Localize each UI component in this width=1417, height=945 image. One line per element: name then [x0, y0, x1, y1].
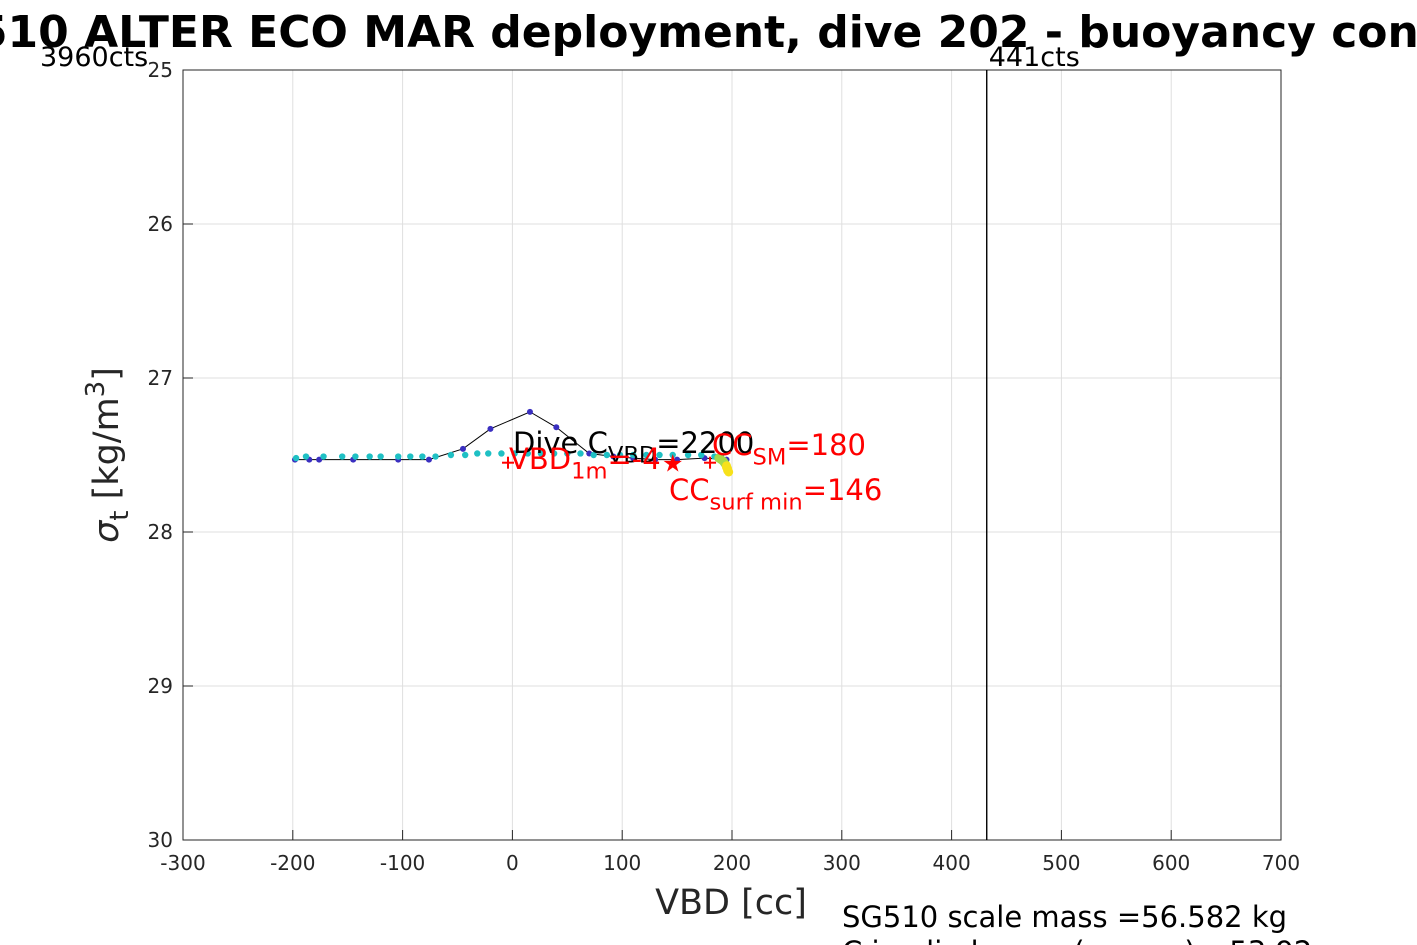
- ascent-point: [485, 450, 492, 457]
- cc-sm-marker: [704, 456, 717, 469]
- vbd-1m-annotation-value: =-4: [608, 442, 661, 476]
- ascent-point: [407, 453, 414, 460]
- ascent-point: [366, 453, 373, 460]
- descent-point: [652, 456, 659, 463]
- ascent-point: [656, 451, 663, 459]
- x-tick-label: 100: [603, 851, 641, 875]
- ascent-point: [669, 451, 676, 459]
- dive-c-vbd-annotation-sub: VBD: [608, 442, 656, 468]
- ascent-point: [643, 451, 650, 459]
- y-tick-label: 26: [148, 212, 173, 236]
- dive-c-vbd-annotation: Dive CVBD=2200: [513, 426, 754, 468]
- x-tick-label: 600: [1152, 851, 1190, 875]
- x-tick-label: 500: [1042, 851, 1080, 875]
- surface-point: [724, 467, 734, 477]
- ascent-point: [377, 453, 384, 460]
- ascent-point: [590, 451, 597, 459]
- ascent-point: [616, 451, 624, 459]
- x-tick-label: 200: [713, 851, 751, 875]
- ascent-point: [474, 450, 481, 457]
- ascent-point: [698, 451, 705, 459]
- footer-implied-mass: C implied mass (approx) =53.92: [842, 935, 1312, 945]
- descent-point: [610, 453, 617, 460]
- ascent-point: [564, 450, 571, 457]
- cc-surf-min-annotation: CCsurf min=146: [669, 473, 882, 515]
- ascent-point: [498, 450, 505, 457]
- ascent-point: [629, 451, 637, 459]
- ascent-point: [320, 453, 327, 460]
- cc-surf-star-marker: ★: [662, 450, 684, 478]
- cc-sm-annotation-main: CC: [712, 428, 753, 462]
- y-axis-label: σt [kg/m3]: [81, 367, 135, 543]
- limit-line-label: 441cts: [989, 42, 1080, 73]
- ascent-point: [511, 450, 518, 457]
- ascent-point: [524, 450, 531, 457]
- y-tick-label: 25: [148, 58, 173, 82]
- cc-surf-min-annotation-main: CC: [669, 473, 710, 507]
- y-tick-label: 30: [148, 828, 173, 852]
- vbd-1m-annotation: VBD1m=-4: [509, 442, 661, 484]
- y-axis-label-unit: [kg/m: [87, 397, 127, 510]
- ascent-point: [339, 453, 346, 460]
- y-axis-label-symbol: σ: [87, 519, 127, 543]
- chart-title: SG510 ALTER ECO MAR deployment, dive 202…: [0, 7, 1417, 58]
- cc-sm-annotation: CCSM=180: [712, 428, 866, 470]
- cc-sm-annotation-value: =180: [786, 428, 866, 462]
- y-axis-label-unit-end: ]: [87, 367, 127, 381]
- dive-c-vbd-annotation-value: =2200: [656, 426, 754, 460]
- ascent-point: [550, 450, 558, 457]
- x-axis-label: VBD [cc]: [655, 883, 807, 923]
- ascent-point: [292, 454, 300, 462]
- ascent-point: [419, 453, 426, 460]
- x-tick-label: 700: [1262, 851, 1300, 875]
- footer-scale-mass: SG510 scale mass =56.582 kg: [842, 900, 1287, 934]
- descent-point: [674, 456, 681, 463]
- x-tick-label: -300: [160, 851, 205, 875]
- x-tick-label: 400: [933, 851, 971, 875]
- x-tick-label: 300: [823, 851, 861, 875]
- axis-ticks: -300 -200 -100 0 100 200 300 400 500 600 700 25 26 27…: [148, 58, 1301, 875]
- ascent-point: [603, 451, 611, 459]
- cc-surf-min-annotation-value: =146: [803, 473, 883, 507]
- ascent-point: [395, 453, 402, 460]
- ascent-point: [447, 451, 455, 459]
- left-count-label: 3960cts: [40, 42, 148, 73]
- y-tick-label: 29: [148, 674, 173, 698]
- ascent-point: [432, 453, 439, 460]
- descent-point: [526, 408, 533, 415]
- x-tick-label: -200: [270, 851, 315, 875]
- descent-point: [487, 425, 494, 432]
- cc-surf-min-annotation-sub: surf min: [710, 489, 803, 515]
- ascent-point: [352, 453, 359, 460]
- y-tick-label: 27: [148, 366, 173, 390]
- ascent-point: [537, 450, 545, 457]
- ascent-point: [461, 451, 469, 459]
- y-axis-label-sup: 3: [81, 381, 111, 398]
- dive-c-vbd-annotation-main: Dive C: [513, 426, 608, 460]
- ascent-point: [302, 453, 310, 460]
- y-tick-label: 28: [148, 520, 173, 544]
- descent-point: [459, 445, 466, 452]
- x-tick-label: 0: [506, 851, 519, 875]
- cc-sm-annotation-sub: SM: [753, 444, 787, 470]
- vbd-1m-annotation-sub: 1m: [571, 458, 607, 484]
- y-axis-label-sub: t: [105, 510, 135, 520]
- x-tick-label: -100: [380, 851, 425, 875]
- ascent-point: [684, 451, 692, 459]
- ascent-point: [577, 450, 584, 457]
- vbd-1m-annotation-main: VBD: [509, 442, 571, 476]
- vbd-1m-marker: [502, 456, 515, 469]
- descent-point: [553, 424, 560, 431]
- descent-point: [425, 456, 432, 463]
- descent-point: [316, 456, 323, 463]
- data-layer: ★: [291, 70, 988, 840]
